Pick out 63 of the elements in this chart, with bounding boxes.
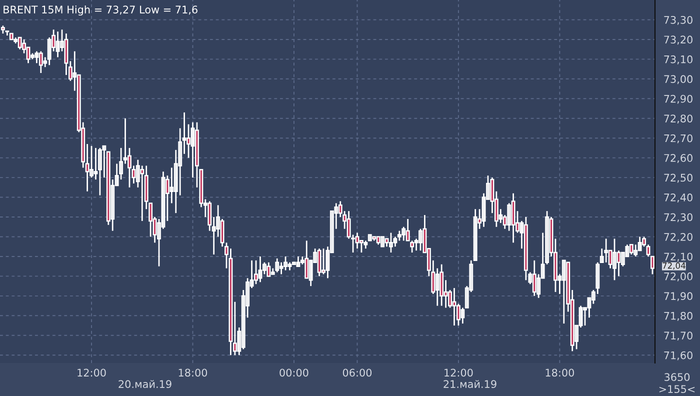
candlestick	[26, 46, 30, 64]
candlestick	[452, 287, 456, 326]
candlestick	[616, 250, 621, 277]
x-tick-label: 12:00	[78, 368, 106, 377]
candlestick	[275, 258, 280, 273]
y-tick-label: 72,20	[664, 232, 692, 242]
candlestick	[56, 30, 60, 58]
candlestick	[380, 236, 385, 248]
x-tick-label: 06:00	[342, 368, 372, 377]
text: >155<	[659, 385, 695, 394]
candlestick	[355, 232, 360, 250]
candlestick	[317, 248, 322, 277]
text: BRENT 15M High = 73,27 Low = 71,6	[4, 5, 198, 16]
text: 3650	[664, 373, 690, 382]
candlestick	[435, 268, 440, 306]
y-tick-label: 73,20	[664, 36, 692, 45]
y-tick-label: 73,10	[664, 55, 692, 64]
y-tick-label: 73,00	[664, 75, 692, 84]
y-tick-label: 72,00	[664, 272, 692, 282]
candlestick	[629, 244, 634, 256]
candlestick	[34, 50, 39, 64]
candlestick	[266, 262, 271, 277]
candlestick	[94, 147, 98, 180]
candlestick	[604, 238, 608, 264]
candlestick	[258, 256, 262, 283]
y-tick-label: 72,30	[664, 213, 692, 222]
x-tick-label: 00:00	[280, 368, 308, 377]
x-tick-label: 18:00	[178, 368, 208, 377]
candlestick	[507, 202, 512, 232]
y-tick-label: 72,50	[664, 174, 692, 183]
x-tick-label: 12:00	[444, 368, 473, 377]
candlestick	[284, 256, 288, 271]
y-tick-label: 72,80	[664, 114, 692, 124]
candlestick	[190, 122, 195, 178]
y-tick-label: 72,40	[664, 194, 692, 202]
y-tick-label: 72,70	[664, 134, 692, 144]
y-tick-label: 72,90	[664, 94, 692, 104]
candlestick	[562, 260, 566, 324]
candlestick	[98, 147, 102, 196]
text: 72,04	[662, 262, 686, 270]
candlestick	[254, 260, 258, 285]
candlestick	[418, 228, 422, 252]
candlestick	[38, 50, 43, 74]
candlestick	[322, 248, 326, 275]
candlestick	[359, 240, 364, 254]
candlestick	[612, 238, 616, 281]
candlestick	[440, 264, 444, 306]
y-tick-label: 71,70	[664, 332, 692, 341]
y-tick-label: 71,90	[664, 292, 692, 302]
candlestick	[511, 192, 516, 244]
text: 20.май.19	[118, 380, 172, 388]
candlestick	[18, 36, 22, 50]
y-tick-label: 72,10	[664, 252, 692, 262]
candlestick	[532, 260, 536, 297]
candlestick	[296, 256, 300, 268]
y-tick-label: 71,60	[664, 351, 692, 360]
y-tick-label: 71,80	[664, 312, 692, 321]
y-tick-label: 72,60	[664, 154, 692, 163]
candlestick	[389, 232, 393, 254]
x-tick-label: 18:00	[546, 368, 574, 377]
text: 21.май.19	[444, 380, 496, 388]
candlestick	[634, 244, 638, 258]
y-tick-label: 73,30	[664, 16, 692, 25]
